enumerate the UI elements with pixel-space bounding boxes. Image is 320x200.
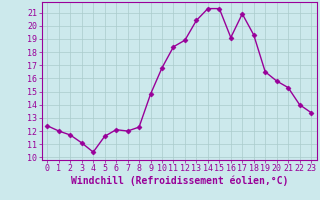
X-axis label: Windchill (Refroidissement éolien,°C): Windchill (Refroidissement éolien,°C): [70, 176, 288, 186]
